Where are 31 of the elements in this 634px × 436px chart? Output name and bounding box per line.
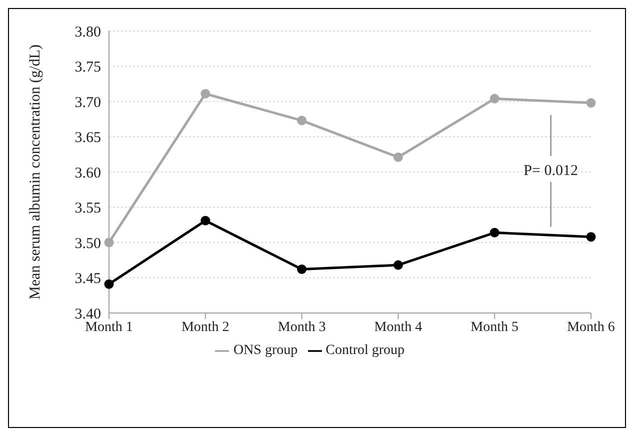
legend-label: Control group xyxy=(326,343,405,358)
y-tick-label: 3.40 xyxy=(74,306,101,322)
y-axis-title: Mean serum albumin concentration (g/dL) xyxy=(27,44,44,300)
y-tick-label: 3.55 xyxy=(74,200,101,217)
x-tick-label: Month 4 xyxy=(374,320,422,335)
y-tick-label: 3.45 xyxy=(74,271,101,288)
point xyxy=(490,228,500,238)
point xyxy=(586,232,596,242)
y-tick-label: 3.75 xyxy=(74,60,101,76)
annotation: P= 0.012 xyxy=(524,162,578,179)
x-tick-label: Month 6 xyxy=(567,320,615,335)
point xyxy=(297,264,307,274)
y-tick-label: 3.80 xyxy=(74,24,101,40)
y-tick-label: 3.70 xyxy=(74,94,101,111)
point xyxy=(586,98,596,108)
point xyxy=(200,88,210,98)
x-tick-label: Month 5 xyxy=(470,320,519,335)
point xyxy=(393,260,403,270)
x-tick-label: Month 3 xyxy=(278,320,326,335)
point xyxy=(104,279,114,289)
x-tick-label: Month 1 xyxy=(85,320,133,335)
point xyxy=(104,238,114,248)
point xyxy=(200,216,210,226)
y-tick-label: 3.65 xyxy=(74,130,101,146)
y-tick-label: 3.60 xyxy=(74,165,101,182)
y-tick-label: 3.50 xyxy=(74,236,101,252)
x-tick-label: Month 2 xyxy=(181,320,230,335)
point xyxy=(297,116,307,126)
point xyxy=(490,94,500,104)
point xyxy=(393,152,403,162)
legend-label: ONS group xyxy=(233,343,298,358)
